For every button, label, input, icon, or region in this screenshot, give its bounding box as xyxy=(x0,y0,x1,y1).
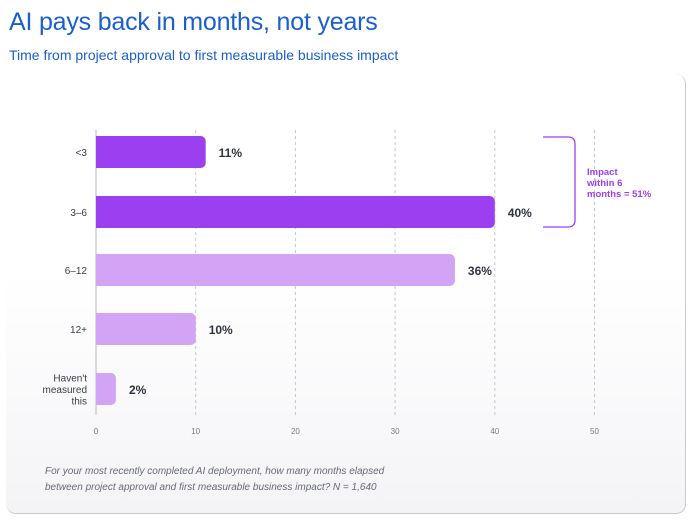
annotation-text-2: months = 51% xyxy=(587,189,652,200)
category-label-3-0: 12+ xyxy=(70,325,87,336)
bar-1 xyxy=(96,196,495,228)
category-label-0-0: <3 xyxy=(76,148,88,159)
value-label-4: 2% xyxy=(129,383,147,397)
category-label-4-1: measured xyxy=(43,385,87,396)
bar-3-base xyxy=(96,313,102,345)
x-tick-label-40: 40 xyxy=(490,427,499,436)
bar-3 xyxy=(96,313,196,345)
x-tick-label-30: 30 xyxy=(391,427,400,436)
bar-0-base xyxy=(96,136,102,168)
category-label-4-2: this xyxy=(71,397,87,408)
chart-subtitle: Time from project approval to first meas… xyxy=(9,47,399,63)
annotation-text-0: Impact xyxy=(587,167,618,178)
category-label-1-0: 3–6 xyxy=(70,208,87,219)
x-tick-label-10: 10 xyxy=(191,427,200,436)
footnote-line-2: between project approval and first measu… xyxy=(45,482,377,493)
value-label-2: 36% xyxy=(468,264,492,278)
chart-title: AI pays back in months, not years xyxy=(9,8,378,36)
bar-2-base xyxy=(96,254,102,286)
bar-2 xyxy=(96,254,455,286)
bar-0 xyxy=(96,136,206,168)
annotation-bracket xyxy=(543,136,576,228)
value-label-1: 40% xyxy=(508,206,532,220)
bar-1-base xyxy=(96,196,102,228)
value-label-3: 10% xyxy=(209,323,233,337)
x-tick-label-0: 0 xyxy=(94,427,99,436)
category-label-4-0: Haven't xyxy=(53,374,87,385)
chart-footnote: For your most recently completed AI depl… xyxy=(45,464,465,496)
footnote-line-1: For your most recently completed AI depl… xyxy=(45,466,385,477)
bar-4-base xyxy=(96,373,102,405)
category-label-2-0: 6–12 xyxy=(65,266,88,277)
x-tick-label-50: 50 xyxy=(590,427,599,436)
annotation-text-1: within 6 xyxy=(586,178,622,189)
value-label-0: 11% xyxy=(219,146,243,160)
x-tick-label-20: 20 xyxy=(291,427,300,436)
